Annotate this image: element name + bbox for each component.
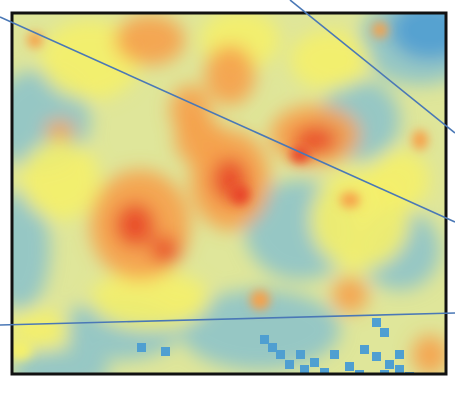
- heat-blob: [90, 270, 210, 330]
- heat-blob: [290, 30, 370, 90]
- heat-detail: [12, 340, 32, 360]
- heat-blob: [390, 13, 446, 60]
- heat-blob: [12, 310, 70, 350]
- heatmap-pixels: [137, 318, 414, 374]
- heat-pixel: [380, 328, 389, 337]
- heat-detail: [412, 130, 428, 150]
- heat-blob: [332, 277, 368, 313]
- heat-blob: [115, 203, 155, 247]
- heat-detail: [290, 147, 310, 163]
- heat-pixel: [395, 350, 404, 359]
- heat-blob: [370, 150, 430, 210]
- heat-pixel: [276, 350, 285, 359]
- heat-pixel: [137, 343, 146, 352]
- heat-pixel: [372, 318, 381, 327]
- heat-blob: [45, 120, 75, 140]
- heat-pixel: [345, 362, 354, 371]
- heat-pixel: [300, 365, 309, 374]
- heat-pixel: [385, 360, 394, 369]
- callout-line: [0, 312, 455, 326]
- heat-detail: [230, 185, 250, 205]
- heat-blob: [170, 85, 210, 135]
- heat-detail: [27, 32, 43, 48]
- heat-blob: [12, 190, 50, 310]
- heat-detail: [250, 290, 270, 310]
- heat-blob: [293, 126, 337, 154]
- heatmap-raster: [12, 13, 446, 374]
- heat-pixel: [268, 343, 277, 352]
- heat-blob: [12, 350, 110, 374]
- heat-blob: [412, 335, 446, 374]
- heat-pixel: [330, 350, 339, 359]
- heat-pixel: [372, 352, 381, 361]
- heat-pixel: [296, 350, 305, 359]
- heat-pixel: [380, 370, 389, 374]
- heat-pixel: [355, 370, 364, 374]
- callout-lines: [0, 0, 455, 326]
- heatmap-details: [12, 22, 428, 360]
- heat-blob: [151, 236, 179, 264]
- heat-pixel: [285, 360, 294, 369]
- heat-pixel: [320, 368, 329, 374]
- callout-line: [289, 0, 455, 134]
- heat-pixel: [161, 347, 170, 356]
- heat-blob: [115, 15, 185, 65]
- callout-line: [0, 16, 455, 223]
- heat-pixel: [310, 358, 319, 367]
- heat-blob: [20, 140, 100, 220]
- map-frame: [10, 11, 448, 376]
- heat-detail: [340, 192, 360, 208]
- heat-pixel: [395, 365, 404, 374]
- heat-pixel: [260, 335, 269, 344]
- heat-pixel: [360, 345, 369, 354]
- heat-blob: [205, 45, 255, 105]
- heatmap-blobs: [12, 13, 446, 374]
- heat-detail: [372, 22, 388, 38]
